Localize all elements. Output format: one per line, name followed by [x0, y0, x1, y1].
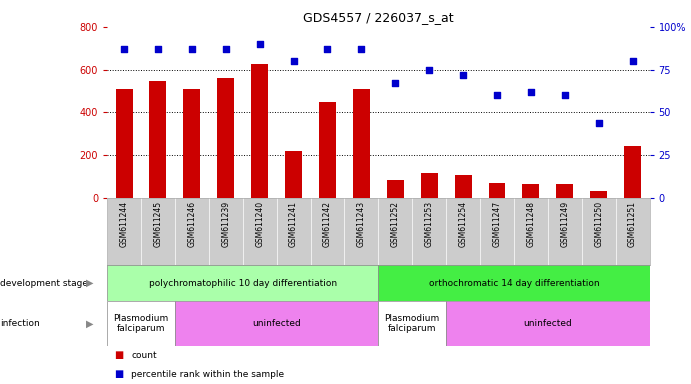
Point	[627, 58, 638, 64]
Point	[390, 80, 401, 86]
Text: GSM611247: GSM611247	[493, 201, 502, 247]
Text: GSM611244: GSM611244	[120, 201, 129, 247]
Bar	[107, 301, 175, 346]
Bar	[489, 183, 505, 198]
Bar	[421, 173, 437, 198]
Text: GSM611252: GSM611252	[391, 201, 400, 247]
Point	[119, 46, 130, 52]
Point	[288, 58, 299, 64]
Bar	[455, 175, 471, 198]
Text: GSM611246: GSM611246	[187, 201, 196, 247]
Text: GSM611249: GSM611249	[560, 201, 569, 247]
Bar	[149, 81, 167, 198]
Bar	[446, 301, 650, 346]
Text: Plasmodium
falciparum: Plasmodium falciparum	[385, 314, 440, 333]
Text: Plasmodium
falciparum: Plasmodium falciparum	[113, 314, 169, 333]
Point	[322, 46, 333, 52]
Text: GSM611248: GSM611248	[527, 201, 536, 247]
Point	[457, 72, 468, 78]
Text: uninfected: uninfected	[252, 319, 301, 328]
Text: ▶: ▶	[86, 278, 94, 288]
Point	[187, 46, 198, 52]
Text: uninfected: uninfected	[524, 319, 572, 328]
Point	[220, 46, 231, 52]
Bar	[175, 301, 379, 346]
Text: GSM611254: GSM611254	[459, 201, 468, 247]
Bar	[183, 89, 200, 198]
Bar	[379, 301, 446, 346]
Text: orthochromatic 14 day differentiation: orthochromatic 14 day differentiation	[428, 279, 599, 288]
Text: ■: ■	[114, 350, 123, 360]
Bar	[217, 78, 234, 198]
Text: GSM611245: GSM611245	[153, 201, 162, 247]
Bar	[624, 146, 641, 198]
Point	[525, 89, 536, 95]
Text: GSM611251: GSM611251	[628, 201, 637, 247]
Text: count: count	[131, 351, 157, 360]
Text: development stage: development stage	[0, 279, 88, 288]
Bar	[107, 265, 379, 301]
Text: GSM611239: GSM611239	[221, 201, 230, 247]
Text: ■: ■	[114, 369, 123, 379]
Title: GDS4557 / 226037_s_at: GDS4557 / 226037_s_at	[303, 11, 453, 24]
Text: polychromatophilic 10 day differentiation: polychromatophilic 10 day differentiatio…	[149, 279, 337, 288]
Bar	[379, 265, 650, 301]
Point	[491, 92, 502, 98]
Text: ▶: ▶	[86, 318, 94, 329]
Point	[356, 46, 367, 52]
Bar	[252, 64, 268, 198]
Point	[254, 41, 265, 47]
Text: infection: infection	[0, 319, 40, 328]
Bar	[353, 89, 370, 198]
Text: GSM611242: GSM611242	[323, 201, 332, 247]
Text: percentile rank within the sample: percentile rank within the sample	[131, 370, 285, 379]
Point	[424, 66, 435, 73]
Bar	[590, 191, 607, 198]
Bar	[387, 180, 404, 198]
Bar	[522, 184, 540, 198]
Text: GSM611253: GSM611253	[425, 201, 434, 247]
Bar	[319, 102, 336, 198]
Point	[593, 119, 604, 126]
Text: GSM611243: GSM611243	[357, 201, 366, 247]
Point	[559, 92, 570, 98]
Bar	[115, 89, 133, 198]
Text: GSM611250: GSM611250	[594, 201, 603, 247]
Point	[153, 46, 164, 52]
Bar	[556, 184, 574, 198]
Bar	[285, 151, 302, 198]
Text: GSM611241: GSM611241	[289, 201, 298, 247]
Text: GSM611240: GSM611240	[255, 201, 264, 247]
